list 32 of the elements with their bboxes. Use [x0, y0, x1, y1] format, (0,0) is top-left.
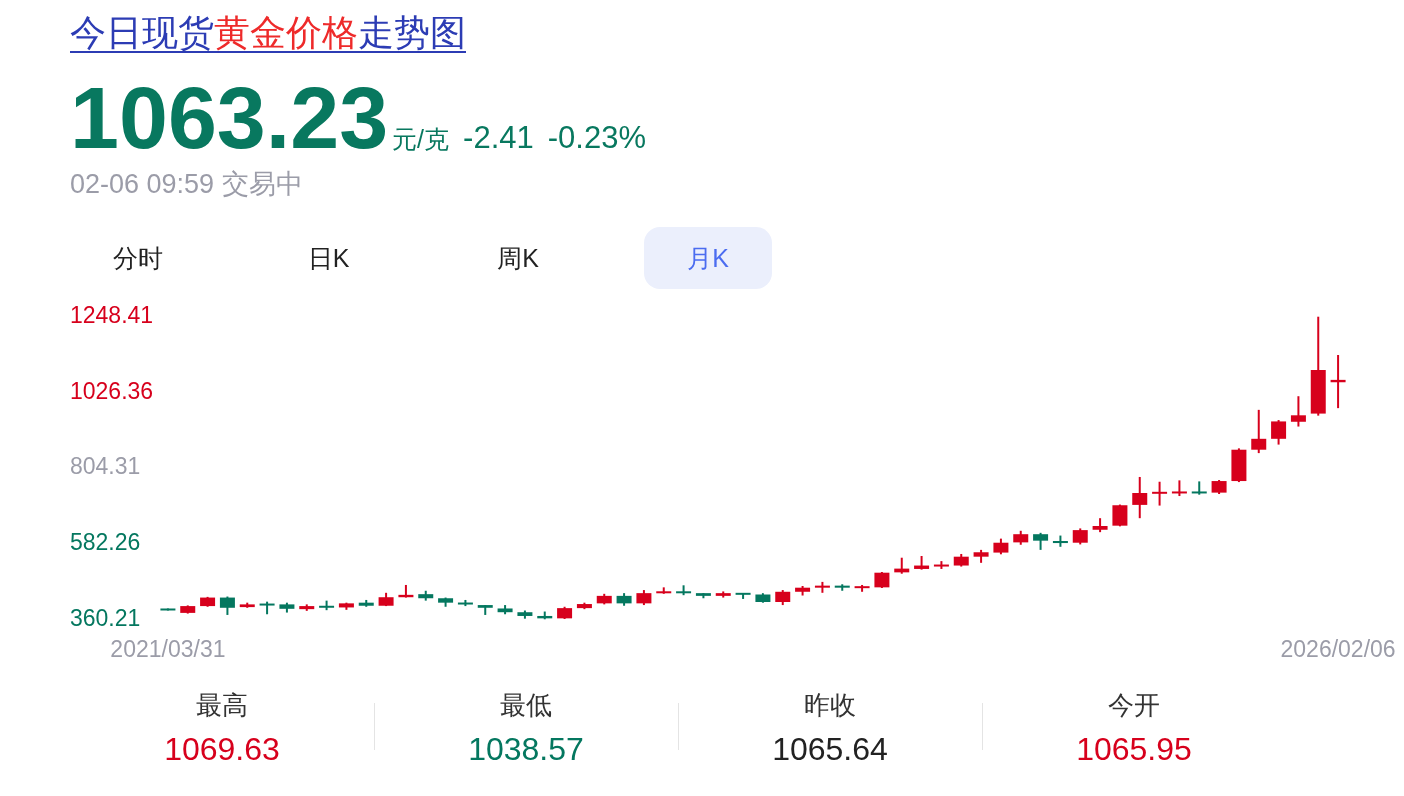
text: -2.41 — [463, 120, 534, 155]
text: 1063.23 — [70, 68, 389, 167]
text: 1065.95 — [1075, 731, 1193, 767]
candlestick — [1290, 395, 1306, 428]
y-tick-label: 804.31 — [70, 453, 141, 480]
candlestick — [219, 595, 235, 616]
text: 分时 — [112, 244, 164, 272]
y-tick-label: 1248.41 — [70, 302, 154, 329]
candlestick — [1132, 475, 1148, 520]
y-tick-label: 1026.36 — [70, 377, 154, 404]
text: -0.23% — [547, 120, 646, 155]
text: 昨收 — [803, 690, 857, 720]
y-tick-label: 360.21 — [70, 604, 141, 631]
chart-title: 今日现货黄金价格走势图 — [70, 11, 466, 55]
text: 周K — [496, 244, 540, 272]
candlestick — [1152, 480, 1168, 507]
text: 1065.64 — [771, 731, 889, 767]
candlestick — [1271, 419, 1287, 446]
text: 1069.63 — [163, 731, 281, 767]
text: 元/克 — [392, 125, 450, 153]
x-tick-label: 2026/02/06 — [1280, 635, 1396, 662]
text: 今开 — [1107, 690, 1161, 720]
candlestick — [1171, 479, 1187, 498]
text: 最高 — [195, 690, 249, 720]
y-tick-label: 582.26 — [70, 528, 141, 555]
candlestick — [1251, 408, 1267, 455]
text: 月K — [686, 244, 730, 272]
text: 02-06 09:59 交易中 — [70, 169, 303, 199]
text: 最低 — [499, 690, 553, 720]
x-tick-label: 2021/03/31 — [110, 635, 226, 662]
text: 日K — [306, 244, 351, 272]
text: 1038.57 — [467, 731, 585, 767]
